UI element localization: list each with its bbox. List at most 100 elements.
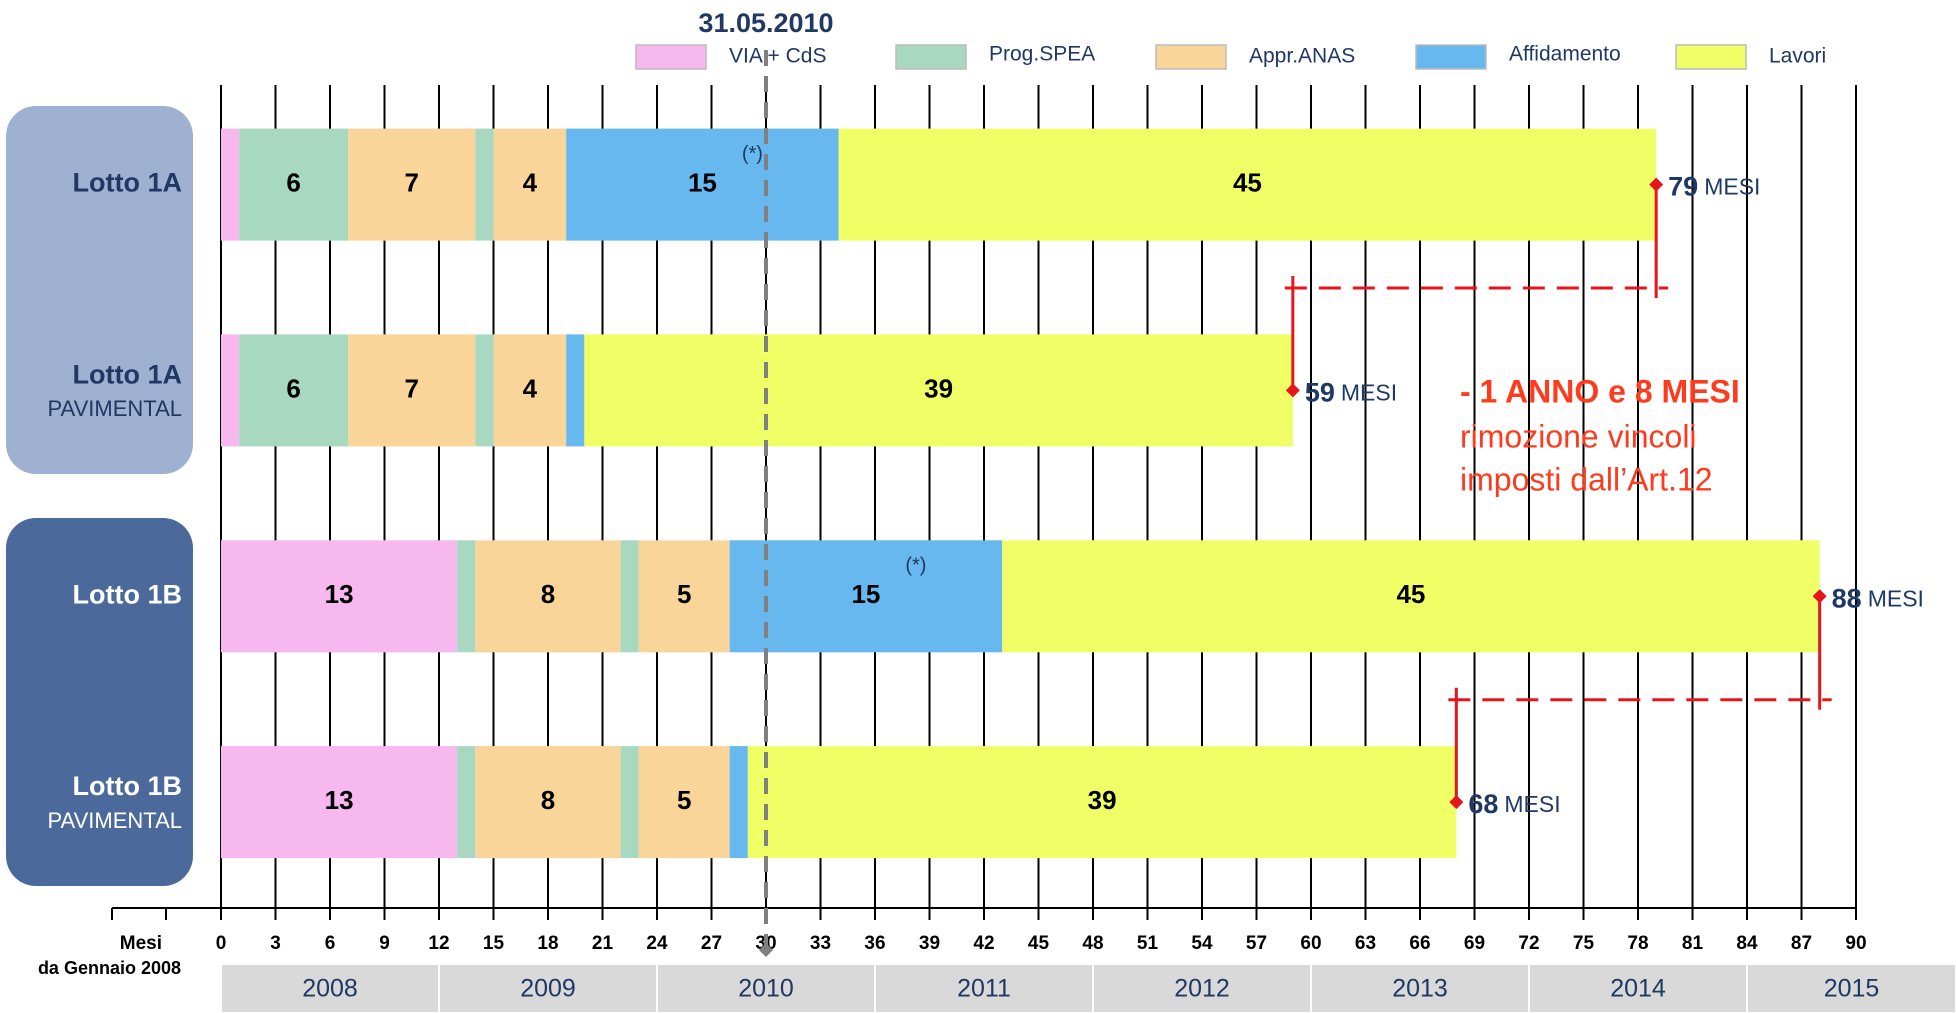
bar-segment <box>584 334 1293 447</box>
bar-value-label: 5 <box>677 579 691 609</box>
legend-swatch <box>895 44 967 70</box>
year-label: 2013 <box>1392 975 1448 1003</box>
x-tick-label: 54 <box>1191 933 1213 954</box>
x-tick-label: 72 <box>1518 933 1539 954</box>
row-label: Lotto 1A <box>73 168 182 198</box>
bar-segment <box>566 334 585 447</box>
bar-value-label: 45 <box>1233 167 1262 197</box>
legend-label: Affidamento <box>1509 43 1621 66</box>
x-tick-label: 57 <box>1246 933 1267 954</box>
x-tick-label: 78 <box>1627 933 1648 954</box>
bar-segment <box>493 128 567 241</box>
bar-segment <box>475 334 494 447</box>
annotation-line: imposti dall’Art.12 <box>1460 461 1713 497</box>
bar-segment <box>638 540 730 653</box>
total-value: 68 <box>1468 789 1498 819</box>
bar-segment <box>475 746 621 859</box>
legend-label: VIA + CdS <box>729 45 826 68</box>
bar-segment <box>475 128 494 241</box>
date-marker-label: 31.05.2010 <box>698 8 833 38</box>
bar-segment <box>729 540 1003 653</box>
bar-segment <box>838 128 1657 241</box>
x-tick-label: 15 <box>483 933 505 954</box>
bar-value-label: 45 <box>1396 579 1425 609</box>
year-label: 2011 <box>957 975 1011 1003</box>
bar-segment <box>493 334 567 447</box>
annotation-line: rimozione vincoli <box>1460 418 1697 454</box>
bar-value-label: 6 <box>286 167 300 197</box>
year-box <box>1528 963 1748 1013</box>
x-tick-label: 75 <box>1573 933 1595 954</box>
group-box <box>6 106 193 474</box>
year-box <box>1310 963 1530 1013</box>
row-label: Lotto 1A <box>73 360 182 390</box>
bar-segment <box>638 746 730 859</box>
bar-segment <box>221 746 458 859</box>
bar-segment <box>729 746 748 859</box>
bar-segment <box>221 334 240 447</box>
bar-segment <box>1002 540 1820 653</box>
bar-value-label: 15 <box>688 167 717 197</box>
year-box <box>1092 963 1312 1013</box>
date-marker-head <box>759 943 773 957</box>
x-tick-label: 51 <box>1137 933 1159 954</box>
x-tick-label: 48 <box>1082 933 1103 954</box>
total-unit: MESI <box>1868 585 1924 611</box>
row-label: Lotto 1B <box>73 771 182 801</box>
year-label: 2008 <box>302 975 358 1003</box>
total-unit: MESI <box>1341 379 1397 405</box>
row-sublabel: PAVIMENTAL <box>48 396 182 421</box>
total-unit: MESI <box>1504 791 1560 817</box>
x-tick-label: 69 <box>1464 933 1485 954</box>
bar-segment <box>348 128 476 241</box>
bar-segment <box>566 128 839 241</box>
x-tick-label: 42 <box>973 933 994 954</box>
x-axis-label: Mesi <box>120 933 162 954</box>
bar-segment <box>475 540 621 653</box>
x-tick-label: 18 <box>537 933 558 954</box>
x-tick-label: 12 <box>428 933 449 954</box>
bar-value-label: 7 <box>405 167 419 197</box>
bar-segment <box>620 746 639 859</box>
bar-value-label: 13 <box>325 785 354 815</box>
legend-label: Lavori <box>1769 45 1826 68</box>
x-tick-label: 21 <box>592 933 614 954</box>
total-unit: MESI <box>1704 174 1760 200</box>
x-tick-label: 9 <box>379 933 390 954</box>
x-tick-label: 87 <box>1791 933 1812 954</box>
bar-value-label: 5 <box>677 785 691 815</box>
bar-value-label: 8 <box>541 579 555 609</box>
legend-label: Appr.ANAS <box>1249 45 1355 68</box>
bar-segment <box>239 128 349 241</box>
year-label: 2012 <box>1174 975 1230 1003</box>
bar-value-label: 15 <box>851 579 880 609</box>
legend-swatch <box>1155 44 1227 70</box>
bar-segment <box>620 540 639 653</box>
group-box <box>6 518 193 886</box>
bar-value-label: 7 <box>405 373 419 403</box>
bar-value-label: 4 <box>523 167 538 197</box>
bar-note: (*) <box>742 143 763 165</box>
row-sublabel: PAVIMENTAL <box>48 808 182 833</box>
bar-segment <box>457 746 476 859</box>
total-label: 79 MESI <box>1668 172 1760 202</box>
legend-swatch <box>1415 44 1487 70</box>
year-box <box>438 963 658 1013</box>
x-tick-label: 39 <box>919 933 940 954</box>
x-tick-label: 45 <box>1028 933 1050 954</box>
x-tick-label: 63 <box>1355 933 1376 954</box>
bar-value-label: 13 <box>325 579 354 609</box>
total-value: 88 <box>1832 583 1862 613</box>
bar-segment <box>747 746 1457 859</box>
bar-value-label: 4 <box>523 373 538 403</box>
bar-value-label: 39 <box>1088 785 1117 815</box>
bar-value-label: 6 <box>286 373 300 403</box>
annotation-title: - 1 ANNO e 8 MESI <box>1460 373 1740 409</box>
total-value: 79 <box>1668 172 1698 202</box>
bar-value-label: 8 <box>541 785 555 815</box>
bar-segment <box>348 334 476 447</box>
x-tick-label: 90 <box>1845 933 1866 954</box>
year-box <box>1746 963 1956 1013</box>
bar-segment <box>221 540 458 653</box>
x-tick-label: 24 <box>646 933 668 954</box>
